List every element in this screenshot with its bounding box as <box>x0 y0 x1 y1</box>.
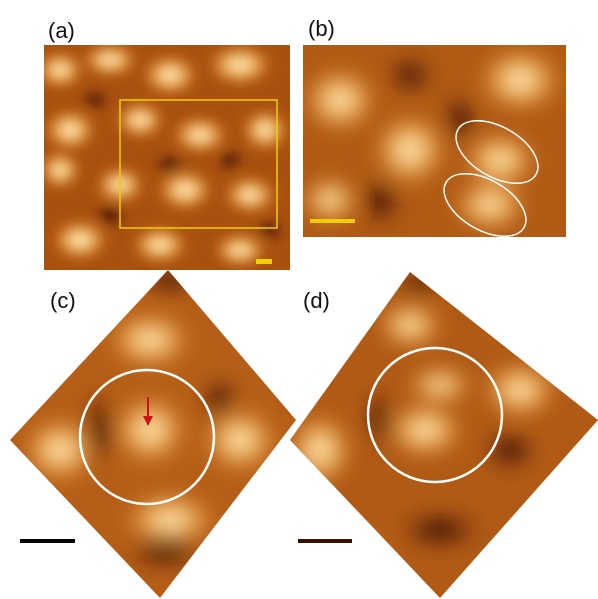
outline <box>366 346 504 484</box>
scale-bar <box>310 219 355 223</box>
panel-label: (a) <box>48 18 75 43</box>
scale-bar <box>20 539 75 543</box>
panel-label: (b) <box>308 16 335 41</box>
outline <box>443 173 527 237</box>
scale-bar <box>298 539 352 543</box>
panel-a-image <box>44 45 290 270</box>
panel-label: (d) <box>303 288 330 313</box>
arrow-head <box>143 416 153 426</box>
scale-bar <box>256 259 272 264</box>
panel-d-image <box>290 272 598 598</box>
panel-b-image <box>303 45 566 237</box>
panel-c-image <box>10 270 296 598</box>
zoom-box <box>119 99 278 229</box>
panel-label: (c) <box>50 288 76 313</box>
outline <box>78 368 216 506</box>
outline <box>455 120 539 184</box>
